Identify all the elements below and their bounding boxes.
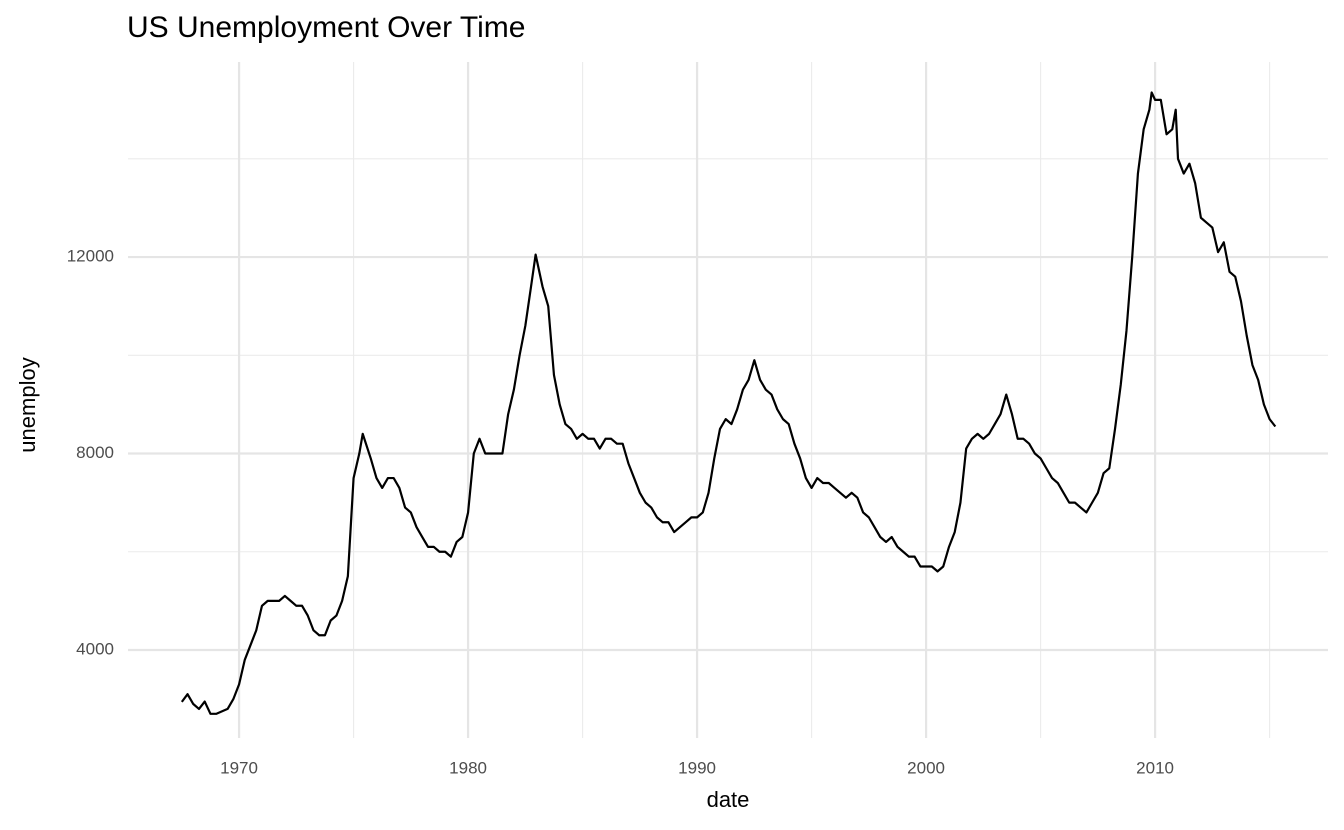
x-tick-label: 1970 bbox=[220, 758, 258, 777]
y-tick-label: 4000 bbox=[76, 639, 114, 658]
chart-title: US Unemployment Over Time bbox=[127, 11, 525, 44]
x-tick-label: 1990 bbox=[678, 758, 716, 777]
y-axis-title: unemploy bbox=[15, 357, 40, 452]
y-tick-label: 8000 bbox=[76, 443, 114, 462]
x-tick-label: 2000 bbox=[907, 758, 945, 777]
x-tick-label: 1980 bbox=[449, 758, 487, 777]
y-tick-label: 12000 bbox=[67, 247, 114, 266]
plot-area bbox=[180, 91, 1277, 715]
x-axis-title: date bbox=[707, 787, 750, 812]
line bbox=[180, 91, 1277, 715]
grid bbox=[128, 62, 1328, 738]
x-tick-label: 2010 bbox=[1136, 758, 1174, 777]
